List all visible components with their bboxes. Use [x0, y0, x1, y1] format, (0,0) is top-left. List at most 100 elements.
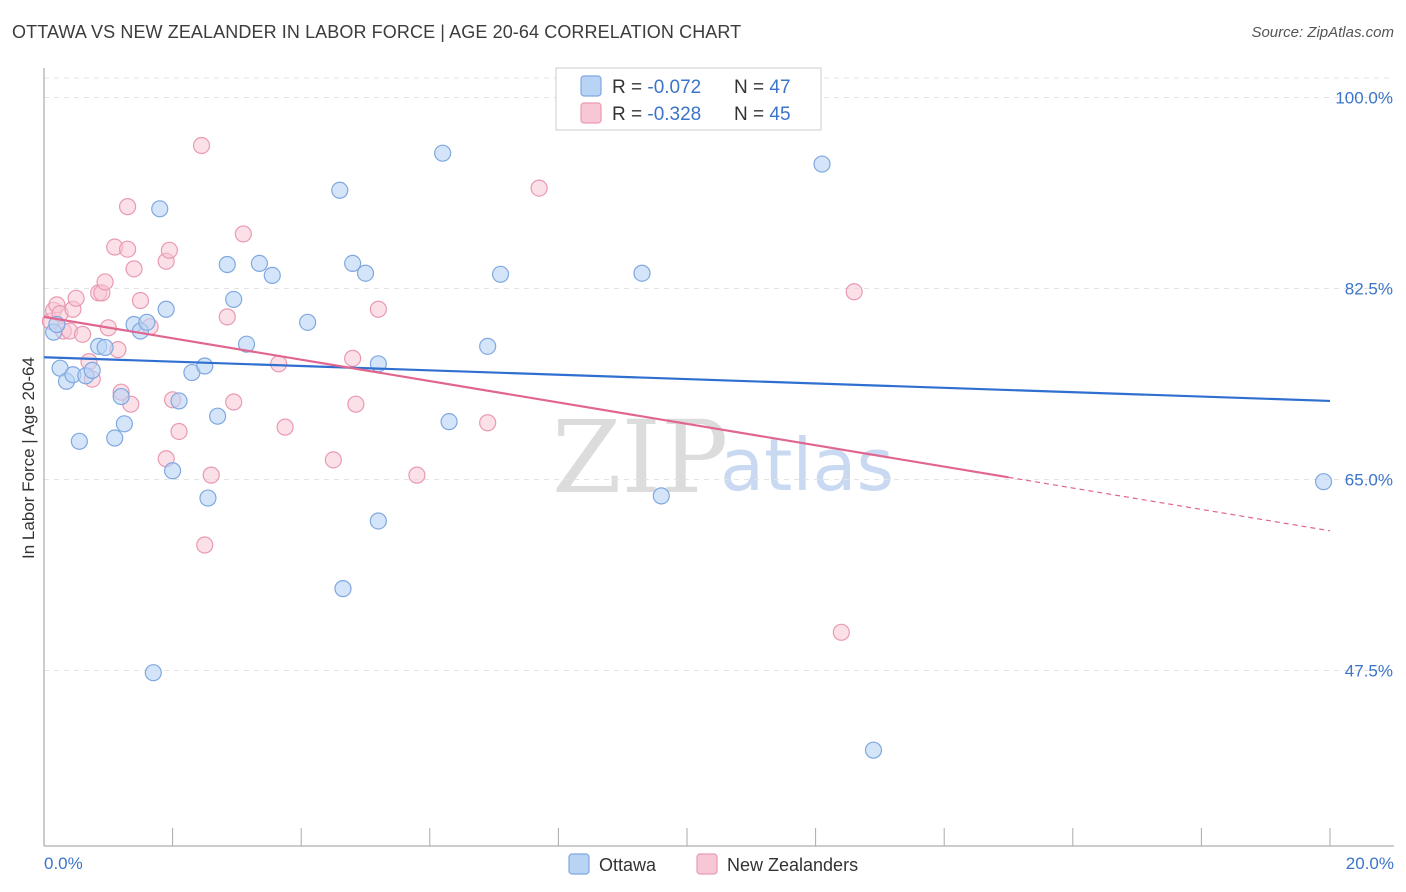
- point-ottawa: [434, 144, 452, 162]
- y-tick-label: 65.0%: [1345, 471, 1393, 490]
- point-new-zealanders: [479, 414, 497, 432]
- point-new-zealanders: [160, 241, 178, 259]
- series-ottawa-points: [45, 86, 1333, 759]
- point-ottawa: [633, 264, 651, 282]
- point-ottawa: [299, 313, 317, 331]
- point-ottawa: [199, 489, 217, 507]
- point-ottawa: [479, 337, 497, 355]
- point-ottawa: [96, 338, 114, 357]
- legend-n-value-new-zealanders: 45: [769, 104, 790, 125]
- point-new-zealanders: [832, 623, 850, 641]
- point-ottawa: [112, 387, 130, 406]
- point-ottawa: [70, 432, 88, 450]
- point-ottawa: [334, 580, 352, 598]
- point-ottawa: [151, 200, 169, 218]
- point-new-zealanders: [276, 418, 294, 436]
- point-new-zealanders: [67, 289, 85, 307]
- legend-n-label-new-zealanders: N =: [734, 104, 769, 125]
- bottom-legend-label-new-zealanders: New Zealanders: [727, 855, 858, 875]
- point-new-zealanders: [347, 395, 365, 413]
- y-tick-label: 82.5%: [1345, 280, 1393, 299]
- point-new-zealanders: [192, 136, 211, 155]
- point-new-zealanders: [196, 536, 214, 554]
- legend-n-new-zealanders: N = 45: [734, 104, 791, 125]
- x-tick-label-max: 20.0%: [1346, 854, 1394, 873]
- x-tick-label-min: 0.0%: [44, 854, 83, 873]
- legend-r-value-ottawa: -0.072: [647, 77, 701, 98]
- point-ottawa: [170, 392, 188, 410]
- point-ottawa: [263, 266, 281, 285]
- point-ottawa: [138, 313, 156, 331]
- bottom-legend-swatch-new-zealanders: [696, 853, 718, 875]
- legend-r-value-new-zealanders: -0.328: [647, 104, 701, 125]
- bottom-legend-label-ottawa: Ottawa: [599, 855, 657, 875]
- point-new-zealanders: [218, 308, 236, 326]
- point-ottawa: [83, 361, 101, 379]
- legend-n-value-ottawa: 47: [769, 77, 790, 98]
- point-ottawa: [250, 254, 269, 272]
- point-ottawa: [491, 265, 510, 283]
- point-ottawa: [1314, 473, 1333, 491]
- point-ottawa: [144, 664, 162, 682]
- trend-line-new-zealanders-extension: [1008, 476, 1331, 532]
- chart-title: OTTAWA VS NEW ZEALANDER IN LABOR FORCE |…: [12, 22, 742, 42]
- point-ottawa: [115, 415, 133, 433]
- point-new-zealanders: [170, 422, 188, 441]
- legend-row-new-zealanders: R = -0.328: [612, 104, 701, 125]
- point-new-zealanders: [118, 240, 137, 258]
- point-ottawa: [652, 487, 670, 505]
- point-ottawa: [106, 429, 124, 447]
- trend-lines: [43, 315, 1331, 532]
- point-new-zealanders: [234, 225, 252, 243]
- point-new-zealanders: [125, 260, 143, 278]
- point-ottawa: [218, 255, 236, 274]
- point-ottawa: [164, 462, 182, 480]
- point-new-zealanders: [270, 355, 288, 373]
- point-new-zealanders: [344, 349, 362, 367]
- point-ottawa: [356, 264, 375, 282]
- y-tick-label: 47.5%: [1345, 662, 1393, 681]
- point-new-zealanders: [73, 325, 92, 343]
- point-ottawa: [440, 413, 458, 431]
- point-ottawa: [225, 290, 243, 309]
- legend-row-ottawa: R = -0.072: [612, 77, 701, 98]
- watermark: ZIP atlas: [552, 399, 894, 516]
- bottom-legend-swatch-ottawa: [568, 853, 590, 875]
- point-ottawa: [813, 155, 831, 173]
- y-tick-labels: 47.5% 65.0% 82.5% 100.0%: [1335, 89, 1393, 681]
- point-ottawa: [237, 335, 256, 353]
- watermark-zip: ZIP: [552, 399, 728, 516]
- point-new-zealanders: [530, 179, 548, 197]
- y-axis-label: In Labor Force | Age 20-64: [19, 357, 38, 559]
- point-ottawa: [196, 357, 214, 375]
- top-legend: R = -0.072 N = 47 R = -0.328 N = 45: [555, 67, 822, 131]
- point-ottawa: [344, 254, 362, 272]
- point-new-zealanders: [118, 198, 137, 216]
- source-label: Source: ZipAtlas.com: [1251, 24, 1394, 41]
- legend-n-ottawa: N = 47: [734, 77, 791, 98]
- point-ottawa: [209, 407, 227, 425]
- point-ottawa: [864, 741, 883, 759]
- legend-swatch-new-zealanders: [580, 102, 602, 124]
- bottom-legend: Ottawa New Zealanders: [568, 853, 858, 875]
- legend-r-label-new-zealanders: R =: [612, 104, 647, 125]
- axes: [43, 68, 1394, 847]
- point-new-zealanders: [96, 273, 114, 291]
- gridlines: [44, 77, 1394, 671]
- point-new-zealanders: [408, 466, 426, 484]
- point-new-zealanders: [369, 300, 387, 318]
- watermark-atlas: atlas: [720, 423, 894, 507]
- point-new-zealanders: [225, 393, 243, 411]
- point-new-zealanders: [202, 466, 220, 484]
- trend-line-new-zealanders: [43, 315, 1009, 479]
- legend-r-label-ottawa: R =: [612, 77, 647, 98]
- point-ottawa: [369, 512, 387, 530]
- point-ottawa: [331, 181, 349, 199]
- x-ticks: [172, 828, 1331, 846]
- trend-line-ottawa: [43, 356, 1331, 403]
- legend-n-label-ottawa: N =: [734, 77, 769, 98]
- legend-swatch-ottawa: [580, 75, 602, 97]
- point-new-zealanders: [131, 291, 150, 310]
- y-tick-label: 100.0%: [1335, 89, 1393, 108]
